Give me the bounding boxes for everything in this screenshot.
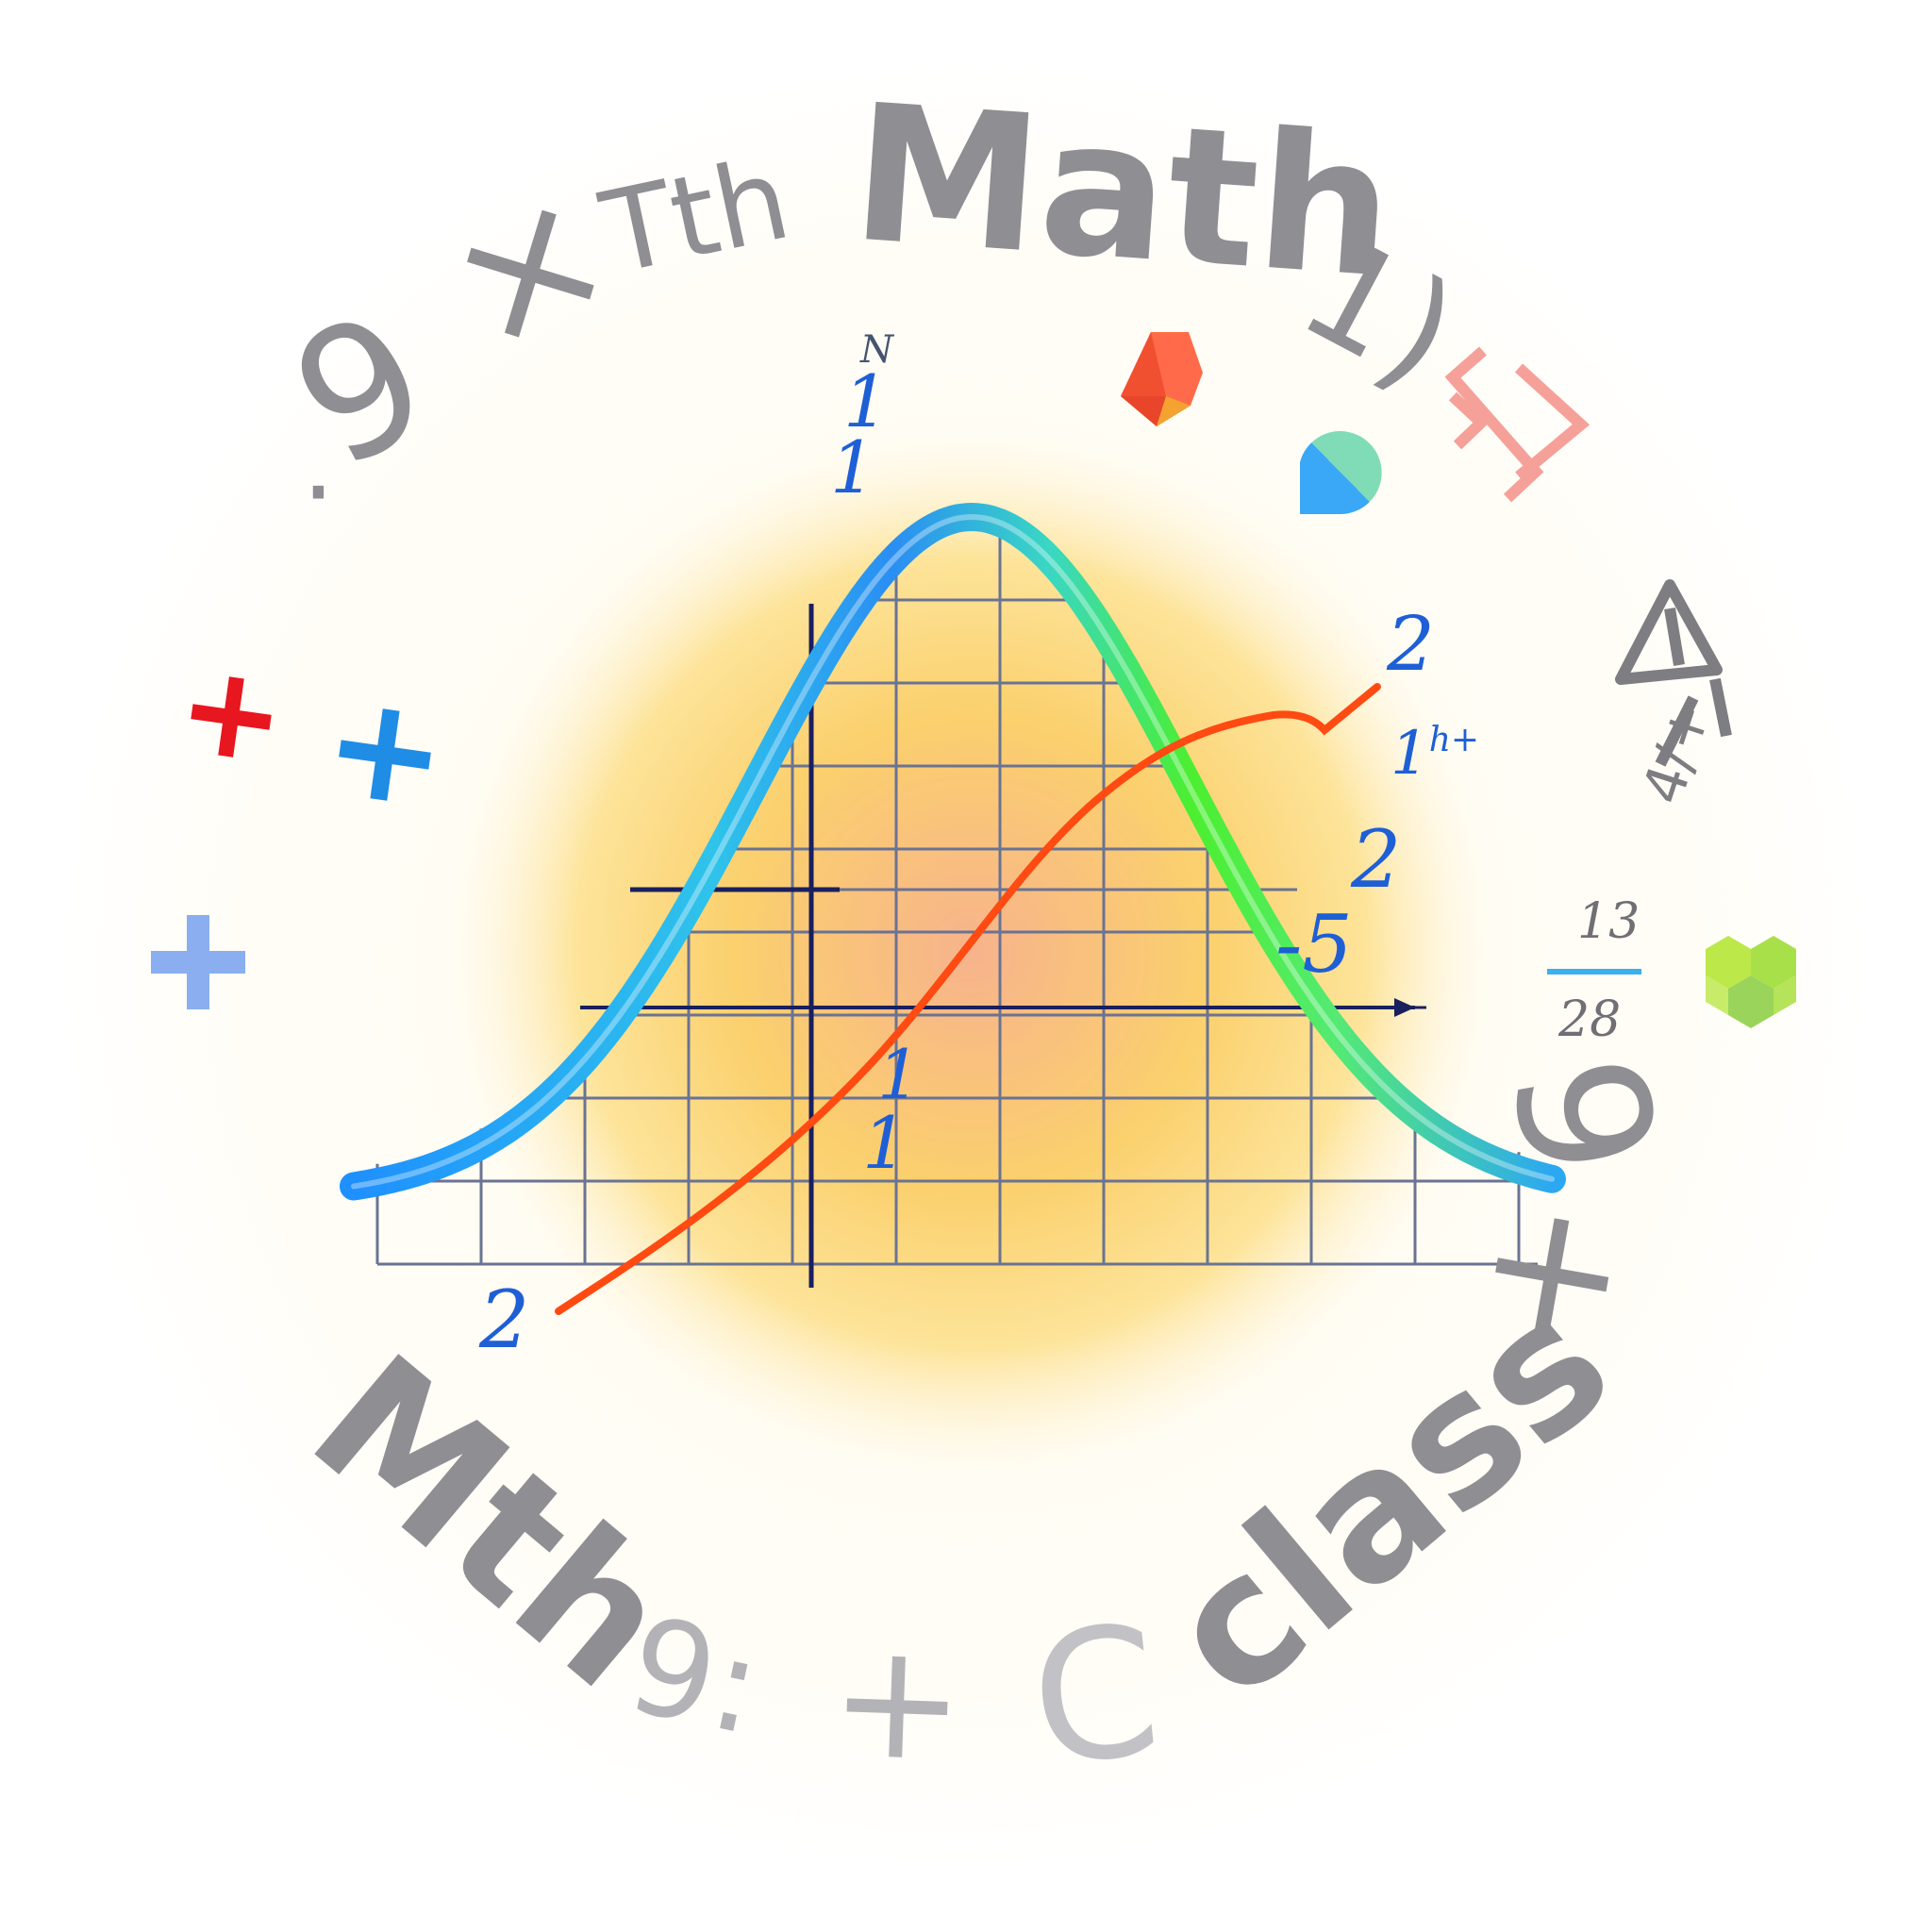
fraction: 13 28 [1547,893,1641,1048]
label-right-two-top: 2 [1386,600,1435,688]
ring-math: Math [846,63,1400,320]
x-axis-arrow [1394,998,1415,1017]
ring-c: C [1023,1586,1169,1807]
ring-dot: · [302,432,335,553]
ring-nine-colon: 9: [616,1589,774,1766]
center-glow [443,425,1500,1481]
label-bottom-left-two: 2 [478,1274,529,1366]
triangle-icon [1615,579,1732,767]
plot-axes [580,604,1426,1288]
s-curve [555,683,1381,1315]
label-top-one-a: 1 [843,359,889,443]
hexagon-cluster-icon [1706,936,1796,1028]
plus-red-icon [191,676,272,758]
label-center-one-b: 1 [862,1101,908,1185]
label-right-1h-base: 1 [1391,719,1429,789]
label-right-minus-five: -5 [1275,898,1353,991]
bracket-icon [1444,346,1591,503]
label-right-two-mid: 2 [1350,813,1401,906]
fraction-numerator: 13 [1577,893,1640,950]
label-right-1h-sup: h+ [1429,721,1479,759]
label-center-one-a: 1 [877,1035,921,1114]
fraction-denominator: 28 [1557,991,1621,1048]
label-top-one-b: 1 [830,425,875,509]
gem-icon [1121,332,1203,426]
bell-curve [340,502,1566,1201]
plot-grid [375,533,1538,1266]
bell-curve-highlight [351,513,1555,1190]
label-right-1h: 1h+ [1391,719,1479,789]
plus-lightblue-icon [151,915,245,1009]
label-top-n: N [859,328,895,372]
ring-right-sign: + [1431,1182,1662,1366]
ring-plus-bottom: + [827,1607,968,1798]
plus-blue-icon [339,708,431,801]
drop-icon [1300,431,1382,514]
